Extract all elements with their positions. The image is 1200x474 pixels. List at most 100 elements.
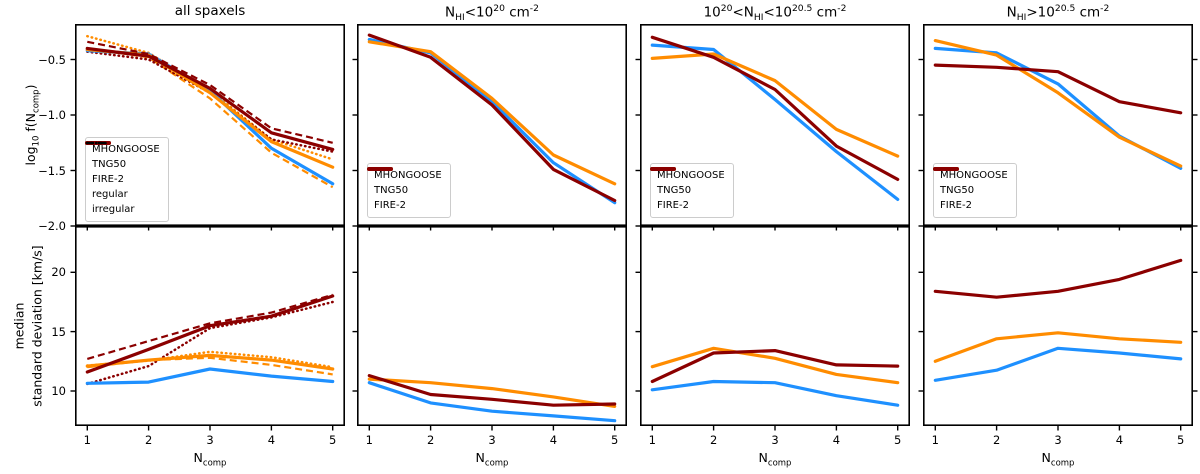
x-tick-label: 1 bbox=[931, 433, 939, 447]
legend-label: regular bbox=[92, 189, 128, 200]
series-line-fire-2 bbox=[650, 35, 900, 181]
y-axis-label-top: log10 f(Ncomp) bbox=[23, 85, 42, 166]
panel-border bbox=[640, 226, 910, 426]
label-part: 20 bbox=[493, 3, 505, 14]
legend-label: TNG50 bbox=[657, 185, 692, 196]
label-part: f(N bbox=[22, 112, 38, 136]
label-part: N bbox=[1006, 4, 1017, 21]
x-tick-label: 3 bbox=[771, 433, 779, 447]
panel-r0c1: MHONGOOSE TNG50 FIRE-2 bbox=[352, 24, 627, 231]
x-tick-label: 2 bbox=[992, 433, 1001, 447]
x-axis-label: Ncomp bbox=[923, 450, 1193, 469]
x-tick-label: 1 bbox=[365, 433, 373, 447]
label-part: 20.5 bbox=[1054, 3, 1076, 14]
series-line-fire-2 bbox=[85, 46, 335, 152]
panel-canvas-r0c1 bbox=[352, 24, 627, 231]
legend: MHONGOOSE TNG50 FIRE-2 bbox=[933, 163, 1017, 218]
panel-r1c3 bbox=[918, 226, 1198, 431]
legend: MHONGOOSE TNG50 FIRE-2 bbox=[650, 163, 734, 218]
legend-label: FIRE-2 bbox=[657, 200, 689, 211]
series-line-tng50 bbox=[933, 331, 1183, 363]
series-line-fire-2 bbox=[650, 348, 900, 384]
series-line-fire-2 bbox=[933, 63, 1183, 115]
label-part: <10 bbox=[763, 4, 792, 21]
series-line-tng50 bbox=[367, 377, 617, 408]
panel-canvas-r1c1 bbox=[352, 226, 627, 431]
label-part: 20 bbox=[720, 3, 733, 14]
label-part: <10 bbox=[464, 4, 494, 21]
series-line-tng50 bbox=[650, 346, 900, 385]
legend-swatch-solid bbox=[367, 167, 393, 171]
label-part: >10 bbox=[1026, 4, 1055, 21]
panel-border bbox=[75, 226, 345, 426]
legend-item: TNG50 bbox=[367, 167, 442, 198]
y-axis-label-bottom-line1: median bbox=[11, 302, 27, 350]
legend-label: FIRE-2 bbox=[92, 174, 124, 185]
legend-item: regular bbox=[87, 141, 160, 202]
legend: MHONGOOSE TNG50 FIRE-2 regular irregular bbox=[85, 137, 169, 222]
panel-border bbox=[75, 24, 345, 226]
x-tick-label: 5 bbox=[894, 433, 902, 447]
panel-canvas-r1c2 bbox=[635, 226, 910, 431]
legend-label: FIRE-2 bbox=[940, 200, 972, 211]
x-tick-label: 5 bbox=[1177, 433, 1185, 447]
y-tick-label: 10 bbox=[51, 383, 66, 398]
label-part: comp bbox=[31, 89, 42, 113]
label-part: comp bbox=[484, 458, 509, 469]
legend-label: TNG50 bbox=[374, 185, 409, 196]
panel-r1c0 bbox=[70, 226, 345, 431]
series-line-mhongoose bbox=[85, 367, 335, 385]
panel-canvas-r0c2 bbox=[635, 24, 910, 231]
panel-border bbox=[923, 24, 1193, 226]
series-line-tng50 bbox=[933, 39, 1183, 168]
legend-label: MHONGOOSE bbox=[940, 170, 1008, 181]
legend-label: MHONGOOSE bbox=[657, 170, 725, 181]
label-part: N bbox=[193, 450, 203, 465]
series-line-mhongoose bbox=[650, 379, 900, 407]
label-part: 20.5 bbox=[791, 3, 813, 14]
panel-title: NHI<1020 cm-2 bbox=[357, 3, 627, 23]
label-part: comp bbox=[1050, 458, 1075, 469]
x-tick-label: 3 bbox=[1054, 433, 1062, 447]
label-part: cm bbox=[812, 4, 838, 21]
series-line-tng50-regular bbox=[87, 356, 333, 376]
panel-r0c0: MHONGOOSE TNG50 FIRE-2 regular irregular bbox=[70, 24, 345, 231]
label-part: 10 bbox=[703, 4, 721, 21]
label-part: -2 bbox=[529, 3, 539, 14]
panel-border bbox=[923, 226, 1193, 426]
label-part: ) bbox=[22, 84, 38, 90]
panel-r0c2: MHONGOOSE TNG50 FIRE-2 bbox=[635, 24, 910, 231]
legend-swatch-dotted bbox=[85, 141, 111, 145]
label-part: log bbox=[22, 146, 38, 166]
series-line-mhongoose bbox=[650, 43, 900, 201]
x-tick-label: 2 bbox=[144, 433, 153, 447]
panel-r0c3: MHONGOOSE TNG50 FIRE-2 bbox=[918, 24, 1198, 231]
x-tick-label: 2 bbox=[426, 433, 435, 447]
x-tick-label: 5 bbox=[329, 433, 337, 447]
label-part: HI bbox=[1016, 12, 1027, 24]
label-part: cm bbox=[1075, 4, 1101, 21]
y-axis-label-bottom-line2: standard deviation [km/s] bbox=[29, 245, 45, 407]
label-part: N bbox=[1041, 450, 1051, 465]
series-line-fire-2-irregular bbox=[86, 300, 334, 386]
label-part: HI bbox=[753, 12, 764, 24]
series-line-mhongoose bbox=[367, 381, 617, 423]
series-line-tng50 bbox=[650, 52, 900, 158]
legend-label: TNG50 bbox=[92, 159, 127, 170]
label-part: -2 bbox=[837, 3, 847, 14]
x-tick-label: 5 bbox=[611, 433, 619, 447]
x-tick-label: 2 bbox=[709, 433, 718, 447]
x-axis-label: Ncomp bbox=[357, 450, 627, 469]
series-line-fire-2 bbox=[367, 33, 617, 203]
x-axis-label: Ncomp bbox=[640, 450, 910, 469]
y-tick-label: 15 bbox=[51, 324, 66, 339]
y-tick-label: 20 bbox=[51, 265, 66, 280]
panel-title: 1020<NHI<1020.5 cm-2 bbox=[640, 3, 910, 23]
series-line-fire-2 bbox=[933, 258, 1183, 299]
panel-r1c2 bbox=[635, 226, 910, 431]
panel-border bbox=[357, 24, 627, 226]
x-tick-label: 1 bbox=[648, 433, 656, 447]
panel-canvas-r0c3 bbox=[918, 24, 1198, 231]
panel-canvas-r1c3 bbox=[918, 226, 1198, 431]
legend-item: FIRE-2 bbox=[85, 141, 160, 187]
